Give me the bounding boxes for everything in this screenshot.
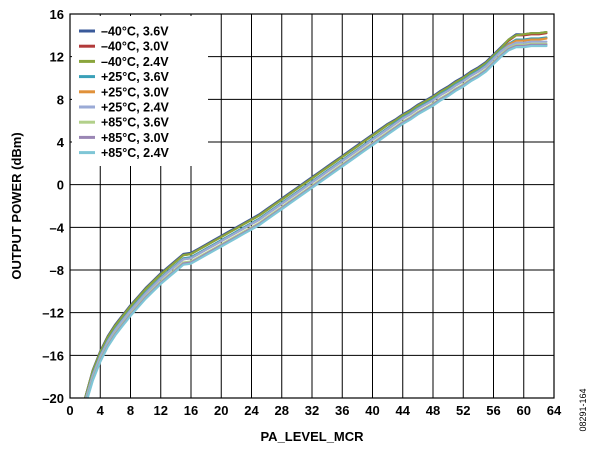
plot-frame <box>69 13 555 399</box>
series-line <box>84 40 548 398</box>
x-tick-label: 60 <box>517 403 531 418</box>
legend-label: +85°C, 3.0V <box>101 131 170 145</box>
legend-label: +25°C, 2.4V <box>101 101 170 115</box>
series-line <box>86 44 548 398</box>
series-line <box>83 30 548 398</box>
y-tick-label: 8 <box>57 92 64 107</box>
legend-label: –40°C, 2.4V <box>101 55 169 69</box>
x-tick-label: 24 <box>244 403 259 418</box>
series-layer <box>83 30 548 398</box>
x-tick-label: 16 <box>184 403 198 418</box>
x-tick-label: 12 <box>154 403 168 418</box>
x-tick-label: 64 <box>547 403 562 418</box>
x-tick-label: 32 <box>305 403 319 418</box>
y-tick-label: 16 <box>50 7 64 22</box>
y-axis-title: OUTPUT POWER (dBm) <box>9 132 24 279</box>
y-tick-label: –8 <box>50 263 64 278</box>
x-tick-label: 4 <box>97 403 105 418</box>
y-tick-label: 12 <box>50 50 64 65</box>
x-tick-label: 36 <box>335 403 349 418</box>
legend-label: +85°C, 2.4V <box>101 146 170 160</box>
x-tick-labels: 0 4 8 12 16 20 24 28 32 36 40 44 48 52 56 60 64 <box>66 403 562 418</box>
y-tick-labels: –20 –16 –12 –8 –4 0 4 8 12 16 <box>42 7 64 406</box>
y-tick-label: 0 <box>57 178 64 193</box>
y-tick-label: –20 <box>42 391 64 406</box>
y-tick-label: 4 <box>57 135 65 150</box>
y-tick-label: –12 <box>42 306 64 321</box>
legend-label: +85°C, 3.6V <box>101 116 170 130</box>
x-tick-label: 28 <box>275 403 289 418</box>
y-tick-label: –16 <box>42 348 64 363</box>
legend-label: +25°C, 3.6V <box>101 70 170 84</box>
x-tick-label: 20 <box>214 403 228 418</box>
x-axis-title: PA_LEVEL_MCR <box>260 429 364 444</box>
legend-label: –40°C, 3.6V <box>101 25 169 39</box>
y-tick-label: –4 <box>50 220 65 235</box>
x-tick-label: 8 <box>127 403 134 418</box>
x-tick-label: 44 <box>396 403 411 418</box>
x-tick-label: 56 <box>486 403 500 418</box>
x-tick-label: 40 <box>365 403 379 418</box>
legend: –40°C, 3.6V–40°C, 3.0V–40°C, 2.4V+25°C, … <box>72 16 208 166</box>
x-tick-label: 0 <box>66 403 73 418</box>
x-tick-label: 48 <box>426 403 440 418</box>
figure-id: 08291-164 <box>578 388 588 431</box>
legend-label: +25°C, 3.0V <box>101 85 170 99</box>
x-tick-label: 52 <box>456 403 470 418</box>
legend-label: –40°C, 3.0V <box>101 40 169 54</box>
